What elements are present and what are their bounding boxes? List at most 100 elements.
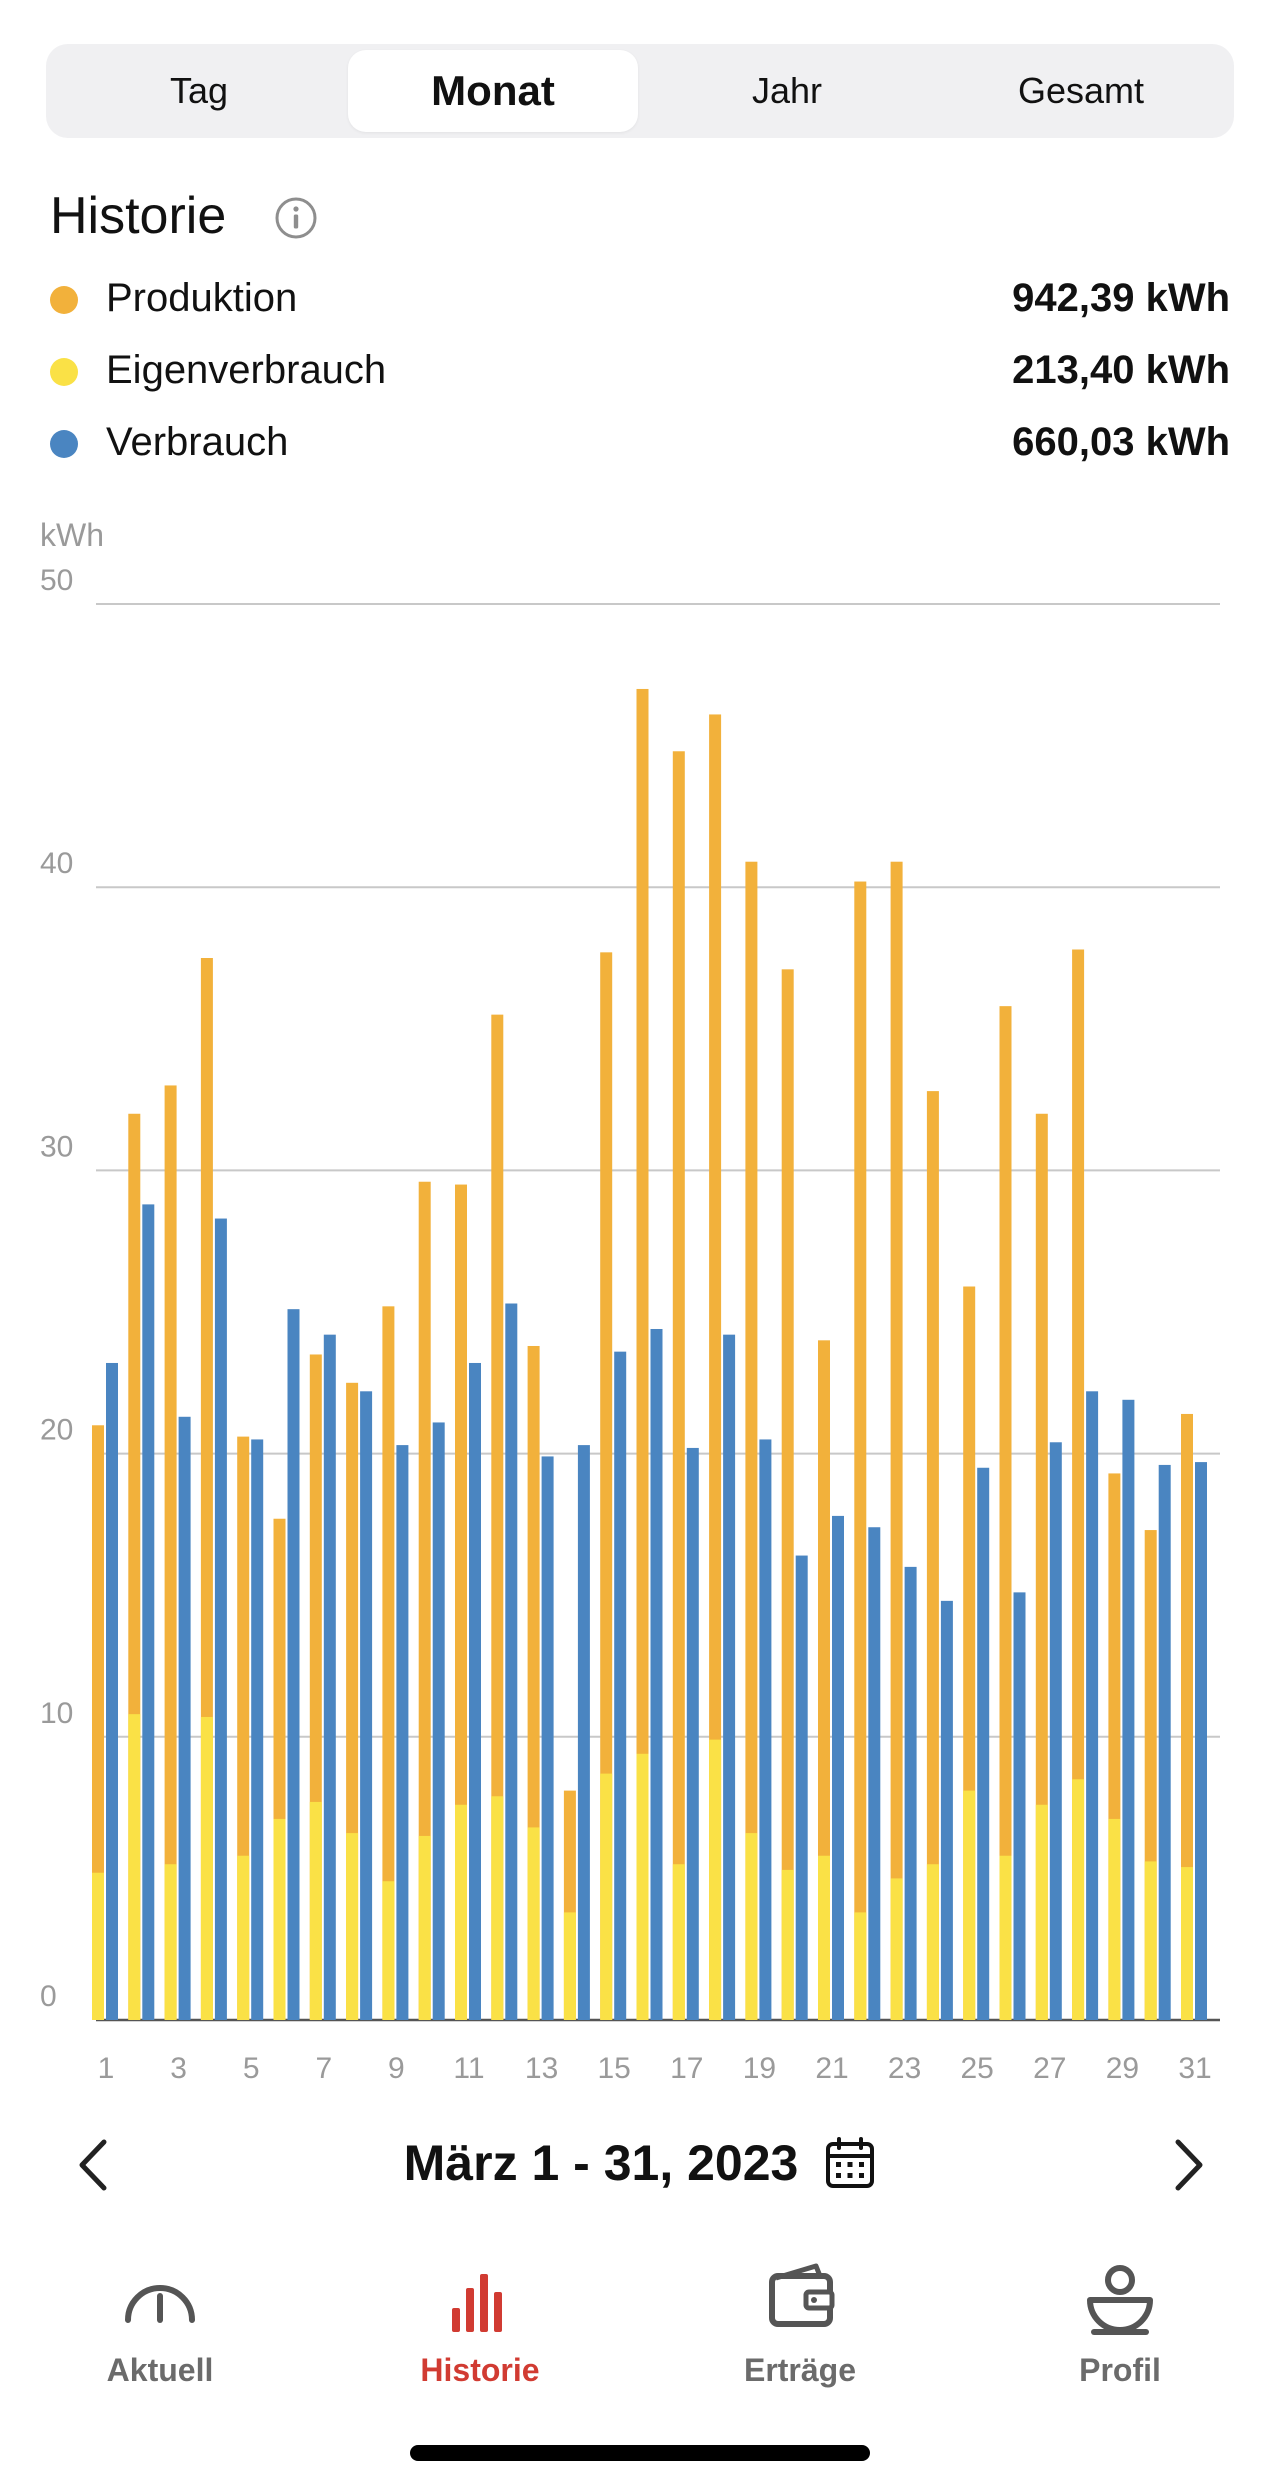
y-tick-label: 10 [40,1697,73,1730]
verbrauch-bar [323,1334,336,2020]
verbrauch-bar [1013,1592,1026,2020]
y-tick-label: 40 [40,847,73,880]
verbrauch-bar [214,1218,227,2020]
period-navigator: März 1 - 31, 2023 [0,2120,1280,2210]
eigenverbrauch-bar [346,1833,359,2020]
eigenverbrauch-bar [273,1818,286,2020]
verbrauch-bar [432,1422,445,2020]
x-tick-label: 3 [170,2052,187,2085]
produktion-bar [818,1340,830,2020]
eigenverbrauch-bar [600,1773,613,2020]
home-indicator [410,2445,870,2461]
produktion-bar [854,881,867,2020]
verbrauch-bar [1086,1391,1099,2020]
produktion-bar [636,688,649,2021]
eigenverbrauch-bar [636,1753,649,2020]
eigenverbrauch-bar [164,1864,177,2020]
eigenverbrauch-bar [781,1869,794,2020]
nav-label: Erträge [743,2352,857,2388]
x-tick-label: 21 [815,2052,848,2085]
tab-tag[interactable]: Tag [169,70,229,111]
nav-historie[interactable]: Historie [320,2240,640,2400]
eigenverbrauch-bar [854,1912,867,2020]
eigenverbrauch-dot-icon [50,358,78,386]
eigenverbrauch-bar [963,1790,976,2020]
period-segmented-control: Tag Monat Jahr Gesamt [46,44,1234,138]
verbrauch-bar [723,1334,736,2020]
x-tick-label: 23 [888,2052,921,2085]
nav-ertraege[interactable]: Erträge [640,2240,960,2400]
verbrauch-bar [251,1439,264,2020]
produktion-bar [418,1181,431,2020]
eigenverbrauch-bar [455,1804,467,2020]
x-tick-label: 1 [98,2052,115,2085]
nav-profil[interactable]: Profil [960,2240,1280,2400]
legend-label: Produktion [106,276,298,320]
y-tick-label: 30 [40,1130,73,1163]
bar-chart-icon [452,2274,502,2332]
date-range-label: März 1 - 31, 2023 [403,2135,799,2191]
calendar-icon[interactable] [824,2136,876,2190]
verbrauch-bar [178,1416,191,2020]
verbrauch-bar [469,1362,481,2020]
legend-eigenverbrauch: Eigenverbrauch 213,40 kWh [50,344,1230,400]
chevron-left-icon[interactable] [60,2130,130,2200]
eigenverbrauch-bar [237,1855,250,2020]
verbrauch-bar [287,1309,300,2020]
x-tick-label: 11 [453,2052,484,2085]
verbrauch-bar [1122,1399,1135,2020]
gauge-icon [125,2285,195,2323]
eigenverbrauch-bar [672,1864,685,2020]
produktion-bar [92,1425,104,2020]
eigenverbrauch-bar [818,1855,830,2020]
produktion-bar [1072,949,1085,2020]
tab-monat[interactable]: Monat [348,50,638,132]
verbrauch-bar [541,1456,554,2020]
chevron-right-icon[interactable] [1152,2130,1222,2200]
x-tick-label: 7 [315,2052,332,2085]
eigenverbrauch-bar [1108,1818,1121,2020]
produktion-bar [890,861,903,2020]
x-tick-label: 31 [1178,2052,1211,2085]
verbrauch-bar [795,1555,808,2020]
eigenverbrauch-bar [1035,1804,1048,2020]
legend-verbrauch: Verbrauch 660,03 kWh [50,416,1230,472]
verbrauch-bar [686,1447,699,2020]
eigenverbrauch-bar [527,1827,540,2020]
verbrauch-bar [577,1445,590,2020]
x-tick-label: 17 [670,2052,703,2085]
nav-label: Profil [1079,2352,1161,2388]
verbrauch-bar [142,1204,155,2020]
produktion-bar [709,714,722,2020]
eigenverbrauch-bar [1181,1867,1193,2020]
legend-label: Verbrauch [106,420,289,464]
eigenverbrauch-bar [491,1796,504,2020]
produktion-bar [672,751,685,2020]
eigenverbrauch-bar [418,1835,431,2020]
verbrauch-bar [904,1566,917,2020]
verbrauch-bar [759,1439,772,2020]
date-range[interactable]: März 1 - 31, 2023 [0,2134,1280,2192]
legend-produktion: Produktion 942,39 kWh [50,272,1230,328]
produktion-bar [491,1014,504,2020]
eigenverbrauch-bar [709,1739,722,2020]
x-tick-label: 19 [743,2052,776,2085]
tab-jahr[interactable]: Jahr [751,70,823,111]
nav-aktuell[interactable]: Aktuell [0,2240,320,2400]
info-circle-icon[interactable] [274,196,318,240]
verbrauch-bar [396,1445,409,2020]
x-tick-label: 27 [1033,2052,1066,2085]
eigenverbrauch-bar [92,1872,104,2020]
verbrauch-bar [977,1467,990,2020]
produktion-bar [745,861,758,2020]
produktion-bar [164,1085,177,2020]
verbrauch-bar [832,1515,844,2020]
produktion-bar [781,969,794,2020]
legend-value: 942,39 kWh [1012,276,1230,320]
x-tick-label: 25 [961,2052,994,2085]
produktion-bar [999,1006,1012,2020]
eigenverbrauch-bar [999,1855,1012,2020]
y-axis-unit-label: kWh [40,517,104,553]
tab-gesamt[interactable]: Gesamt [1017,70,1145,111]
verbrauch-bar [360,1391,373,2020]
